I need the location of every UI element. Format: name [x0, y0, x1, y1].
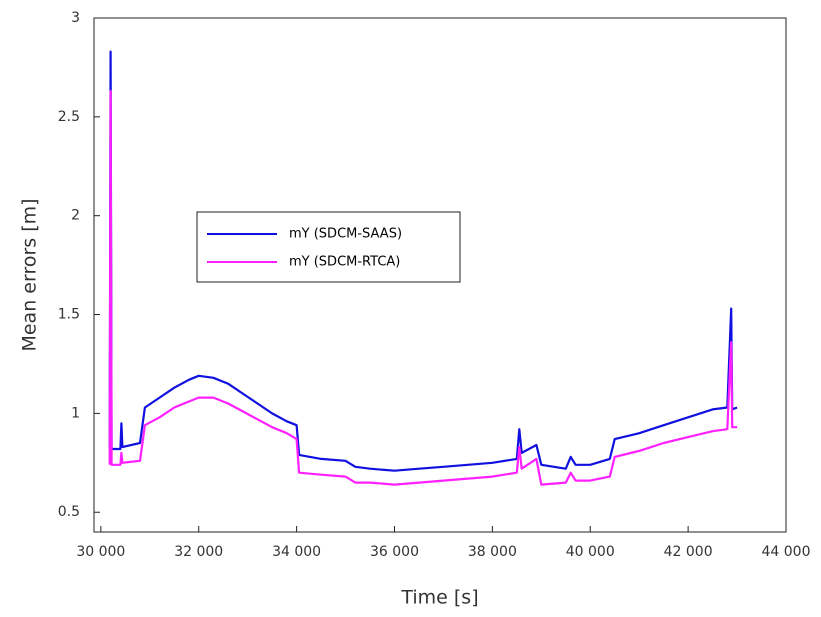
x-tick-label: 30 000	[76, 544, 125, 560]
y-tick-label: 2.5	[58, 109, 80, 125]
plot-frame	[93, 17, 787, 533]
legend-box	[196, 211, 461, 283]
y-axis-label: Mean errors [m]	[19, 198, 41, 351]
y-tick-label: 3	[71, 10, 80, 26]
y-tick-label: 1	[71, 405, 80, 421]
series-line	[108, 50, 738, 472]
y-tick-label: 2	[71, 208, 80, 224]
x-tick-label: 42 000	[664, 544, 713, 560]
series-line	[108, 90, 738, 486]
x-tick-label: 34 000	[272, 544, 321, 560]
x-tick-label: 36 000	[370, 544, 419, 560]
x-tick-label: 40 000	[566, 544, 615, 560]
legend-label: mY (SDCM-SAAS)	[289, 227, 402, 242]
x-axis-label: Time [s]	[400, 587, 478, 609]
y-tick-label: 1.5	[58, 307, 80, 323]
x-tick-label: 44 000	[762, 544, 811, 560]
y-tick-label: 0.5	[58, 504, 80, 520]
x-tick-label: 38 000	[468, 544, 517, 560]
x-tick-label: 32 000	[174, 544, 223, 560]
legend-label: mY (SDCM-RTCA)	[289, 255, 400, 270]
